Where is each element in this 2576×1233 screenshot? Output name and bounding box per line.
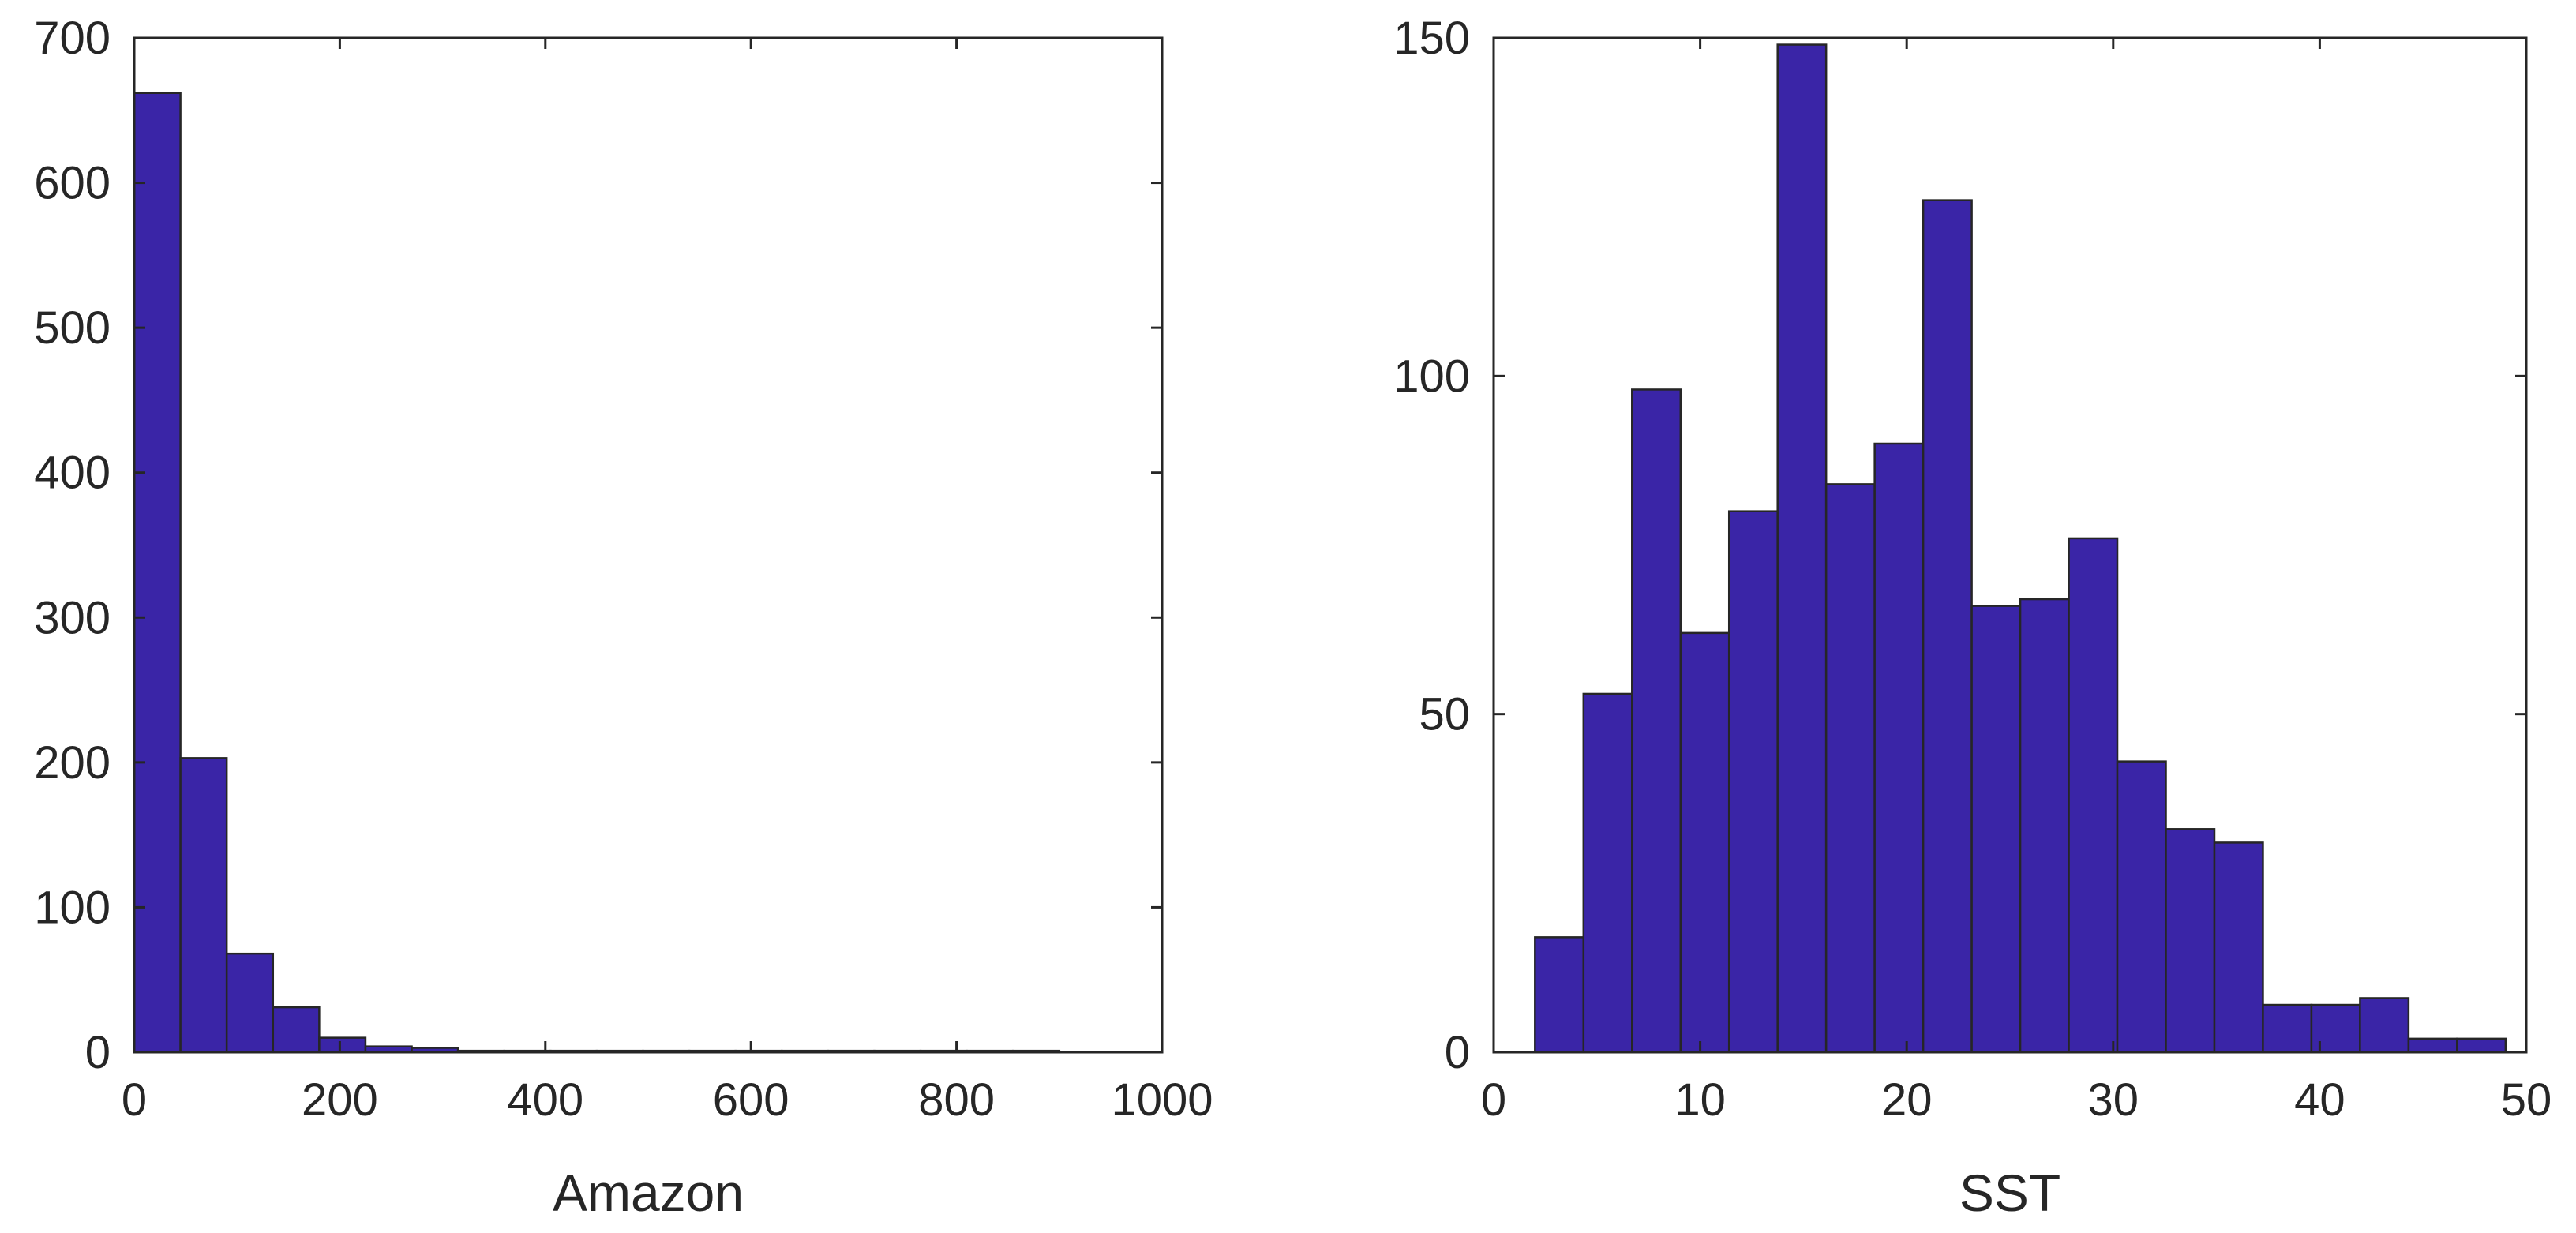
sst-x-tick-label: 20 bbox=[1881, 1074, 1933, 1126]
amazon-y-tick-label: 200 bbox=[34, 737, 111, 789]
sst-histogram-panel: 0 10 20 30 40 50 0 50 100 150 SST bbox=[1393, 13, 2552, 1222]
sst-bar bbox=[2116, 760, 2167, 1054]
amazon-histogram-panel: 0 200 400 600 800 10000100200300400500600700 … bbox=[34, 13, 1213, 1222]
sst-bar bbox=[2456, 1037, 2507, 1054]
sst-y-tick-label: 50 bbox=[1419, 689, 1470, 740]
sst-bar bbox=[2359, 997, 2410, 1054]
amazon-x-tick-label: 800 bbox=[918, 1074, 995, 1126]
sst-y-tick-label: 100 bbox=[1393, 350, 1470, 402]
sst-bar bbox=[2213, 841, 2264, 1054]
sst-x-tick-label: 0 bbox=[1481, 1074, 1506, 1126]
sst-bar bbox=[2019, 598, 2070, 1054]
sst-x-tick-label: 30 bbox=[2088, 1074, 2139, 1126]
amazon-y-tick-label: 300 bbox=[34, 592, 111, 643]
amazon-bar bbox=[272, 1006, 321, 1054]
amazon-axes-frame bbox=[133, 36, 1164, 1054]
sst-x-tick-label: 40 bbox=[2294, 1074, 2345, 1126]
amazon-bar bbox=[225, 952, 275, 1054]
sst-bar bbox=[1776, 43, 1828, 1054]
sst-bar bbox=[1824, 483, 1876, 1054]
amazon-y-tick-label: 400 bbox=[34, 448, 111, 499]
amazon-x-tick-label: 200 bbox=[302, 1074, 378, 1126]
sst-x-tick-label: 10 bbox=[1674, 1074, 1726, 1126]
sst-axes-frame bbox=[1492, 36, 2528, 1054]
sst-bar bbox=[2262, 1003, 2313, 1054]
sst-x-axis-label: SST bbox=[1959, 1164, 2060, 1222]
sst-bar bbox=[1922, 199, 1973, 1054]
sst-bar bbox=[1970, 605, 2022, 1054]
sst-bar bbox=[2407, 1037, 2458, 1054]
amazon-x-axis-label: Amazon bbox=[553, 1164, 744, 1222]
sst-bar bbox=[1679, 631, 1730, 1054]
sst-y-tick-label: 150 bbox=[1393, 13, 1470, 64]
amazon-y-tick-label: 600 bbox=[34, 158, 111, 209]
amazon-y-tick-label: 700 bbox=[34, 13, 111, 64]
sst-bar bbox=[1582, 692, 1633, 1054]
sst-y-tick-label: 0 bbox=[1445, 1027, 1470, 1078]
sst-bar bbox=[2165, 828, 2216, 1054]
amazon-bar bbox=[318, 1036, 367, 1054]
amazon-bar bbox=[179, 757, 228, 1054]
amazon-x-tick-label: 600 bbox=[713, 1074, 789, 1126]
amazon-x-tick-label: 0 bbox=[122, 1074, 147, 1126]
sst-bar bbox=[1873, 442, 1925, 1054]
amazon-x-tick-label: 1000 bbox=[1111, 1074, 1213, 1126]
sst-x-tick-label: 50 bbox=[2501, 1074, 2552, 1126]
sst-bar bbox=[1534, 936, 1585, 1054]
amazon-bar bbox=[133, 92, 182, 1054]
amazon-y-tick-label: 0 bbox=[85, 1027, 111, 1078]
sst-bar bbox=[1727, 510, 1779, 1054]
sst-bar bbox=[2068, 537, 2119, 1054]
amazon-x-tick-label: 400 bbox=[507, 1074, 583, 1126]
amazon-y-tick-label: 100 bbox=[34, 882, 111, 933]
sst-bar bbox=[1631, 388, 1682, 1054]
amazon-y-tick-label: 500 bbox=[34, 302, 111, 354]
